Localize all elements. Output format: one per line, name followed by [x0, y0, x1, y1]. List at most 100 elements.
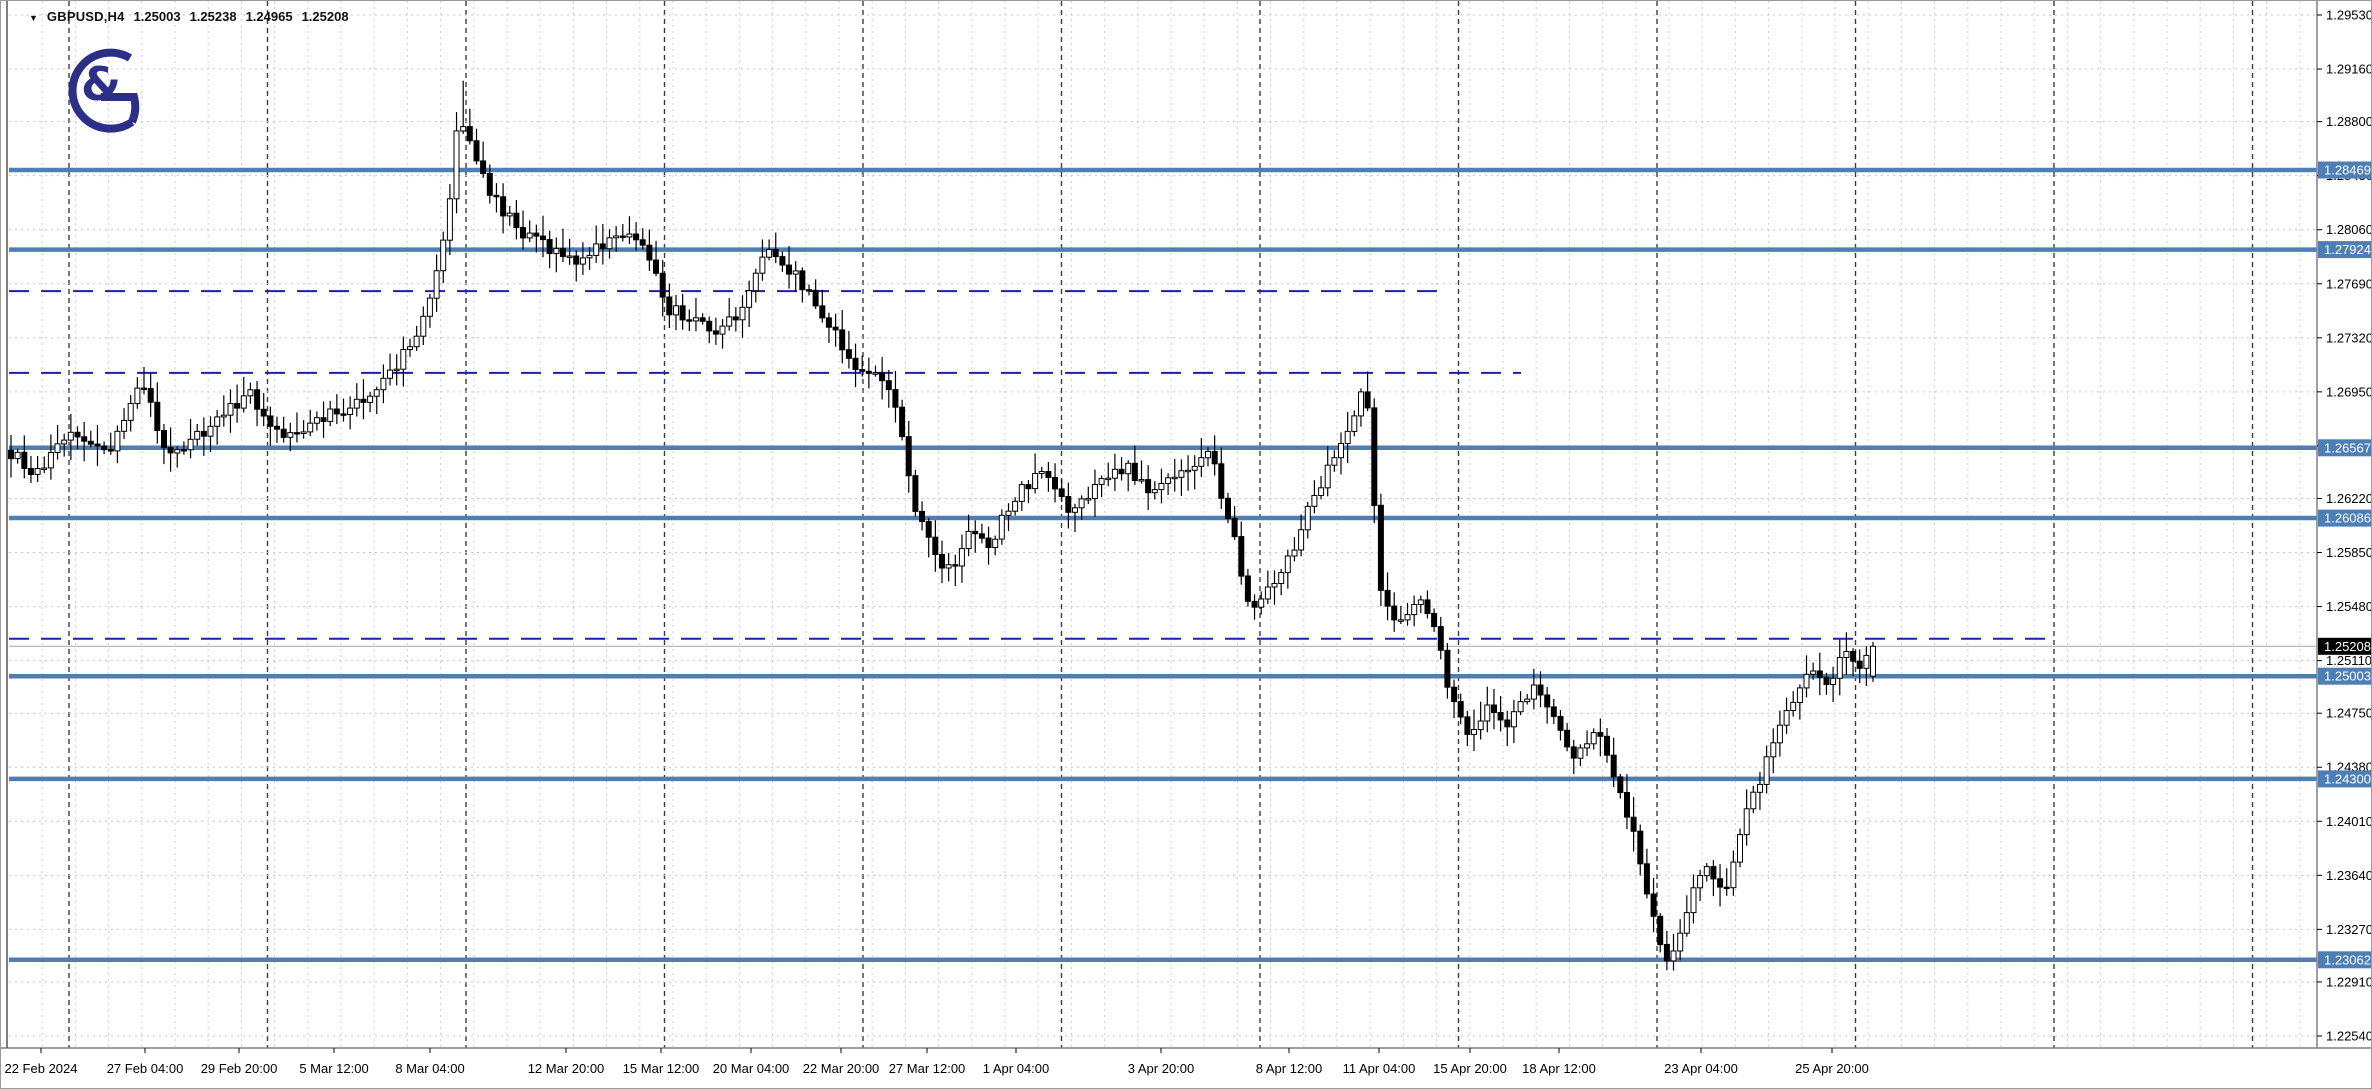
- candle-body: [1564, 729, 1571, 748]
- candle-body: [865, 370, 872, 374]
- candle-body: [819, 305, 826, 319]
- candle-body: [127, 403, 134, 421]
- candle-body: [1025, 484, 1032, 490]
- candle-body: [1098, 478, 1105, 485]
- candle-body: [766, 249, 773, 258]
- candle-body: [121, 419, 128, 432]
- broker-logo: &: [68, 48, 140, 133]
- candle-body: [1377, 504, 1384, 591]
- candle-body: [1417, 599, 1424, 606]
- candle-body: [1131, 462, 1138, 481]
- candle-body: [493, 194, 500, 198]
- candle-body: [792, 270, 799, 275]
- date-tick-label: 8 Mar 04:00: [395, 1061, 464, 1076]
- candle-body: [1457, 701, 1464, 718]
- price-axis[interactable]: 1.295301.291601.288001.284301.280601.276…: [2317, 8, 2372, 1044]
- candle-body: [992, 538, 999, 549]
- candle-body: [373, 389, 380, 397]
- candle-body: [965, 530, 972, 550]
- candle-body: [1198, 457, 1205, 467]
- candle-body: [806, 289, 812, 292]
- candle-body: [1690, 887, 1697, 914]
- candle-body: [220, 414, 227, 418]
- sr-level-badge-label: 1.23062: [2324, 952, 2371, 967]
- candle-body: [1790, 701, 1797, 712]
- candle-body: [1637, 830, 1644, 865]
- candle-body: [1338, 443, 1344, 459]
- date-tick-label: 18 Apr 12:00: [1522, 1061, 1596, 1076]
- candle-body: [1437, 626, 1444, 651]
- candle-body: [1111, 468, 1118, 479]
- candle-body: [978, 533, 985, 539]
- price-tick-label: 1.27690: [2326, 276, 2372, 291]
- candle-body: [666, 296, 673, 316]
- candle-body: [659, 272, 666, 298]
- candle-body: [1244, 575, 1251, 602]
- candle-body: [207, 425, 214, 437]
- candle-body: [413, 335, 420, 348]
- candle-body: [1038, 471, 1045, 474]
- candle-body: [772, 249, 779, 258]
- sr-level-badge-label: 1.24300: [2324, 771, 2371, 786]
- candle-body: [1810, 670, 1817, 675]
- logo-tongue: [101, 93, 140, 124]
- candle-body: [945, 564, 952, 569]
- ohlc-close: 1.25208: [301, 9, 349, 24]
- candle-body: [1218, 463, 1225, 499]
- candle-body: [147, 388, 154, 403]
- time-axis[interactable]: 22 Feb 2024 27 Feb 04:00 29 Feb 20:00 5 Mar…: [4, 1048, 1869, 1076]
- candle-body: [1012, 500, 1019, 512]
- candle-body: [1225, 497, 1231, 519]
- candle-body: [1703, 866, 1710, 877]
- ohlc-high: 1.25238: [189, 9, 237, 24]
- candle-body: [1125, 462, 1132, 475]
- candle-body: [114, 430, 121, 452]
- candle-body: [393, 368, 400, 372]
- candle-body: [1158, 483, 1165, 491]
- price-tick-label: 1.24010: [2326, 814, 2372, 829]
- candle-body: [1411, 604, 1418, 616]
- candle-body: [692, 317, 699, 322]
- price-tick-label: 1.29160: [2326, 62, 2372, 77]
- candle-body: [227, 403, 234, 416]
- candle-body: [739, 306, 746, 321]
- candle-body: [1471, 729, 1477, 735]
- candle-body: [1544, 694, 1551, 708]
- candle-body: [653, 259, 659, 274]
- candle-body: [280, 428, 287, 438]
- sr-level-badge: [2318, 667, 2371, 685]
- candle-body: [407, 346, 413, 351]
- candle-body: [839, 329, 846, 351]
- candle-body: [247, 389, 254, 397]
- candle-body: [500, 196, 507, 217]
- candle-body: [1856, 660, 1863, 669]
- candle-body: [1151, 489, 1158, 494]
- candle-body: [380, 377, 387, 391]
- candle-body: [812, 289, 819, 307]
- candle-body: [1331, 457, 1338, 466]
- symbol-dropdown-icon[interactable]: ▼: [29, 12, 38, 23]
- price-tick-label: 1.28060: [2326, 222, 2372, 237]
- candle-body: [1530, 684, 1537, 700]
- candle-body: [546, 239, 553, 255]
- candle-body: [1464, 716, 1471, 735]
- ohlc-low: 1.24965: [245, 9, 293, 24]
- candle-body: [1444, 649, 1451, 688]
- candle-body: [200, 430, 207, 437]
- candle-body: [234, 403, 241, 409]
- candle-body: [1324, 464, 1331, 489]
- candle-body: [327, 408, 334, 422]
- sr-level-badge-label: 1.28469: [2324, 163, 2371, 178]
- candle-body: [1870, 645, 1876, 677]
- candle-body: [892, 389, 899, 408]
- candle-body: [367, 395, 374, 403]
- candle-body: [1670, 950, 1677, 962]
- price-tick-label: 1.25110: [2326, 653, 2372, 668]
- candle-body: [1497, 712, 1504, 721]
- candle-body: [1018, 484, 1025, 502]
- sr-level-badge-label: 1.26086: [2324, 511, 2371, 526]
- sr-level-badge: [2318, 439, 2371, 457]
- price-tick-label: 1.24750: [2326, 706, 2372, 721]
- date-tick-label: 22 Mar 20:00: [803, 1061, 880, 1076]
